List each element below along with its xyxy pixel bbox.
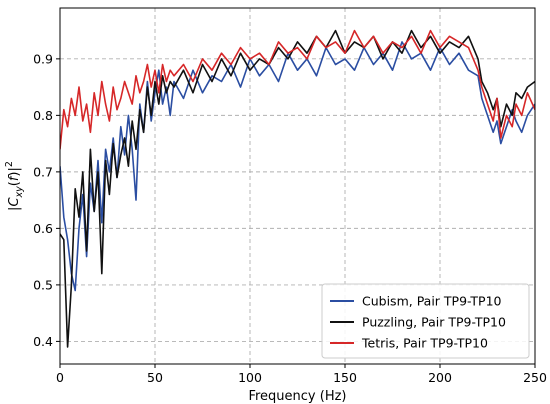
series-layer: [60, 29, 535, 348]
legend-box: [321, 283, 530, 359]
ticks: 0 50 100 150 200 250 0.4 0.5 0.6 0.7 0.8 0.9: [33, 51, 547, 385]
x-tick-label: 100: [238, 370, 262, 385]
y-tick-label: 0.8: [33, 108, 53, 123]
y-tick-label: 0.7: [33, 164, 53, 179]
series-line-2: [60, 29, 535, 348]
legend-label: Tetris, Pair TP9-TP10: [361, 336, 488, 351]
x-tick-label: 0: [56, 370, 64, 385]
plot-frame: [59, 7, 536, 365]
y-axis-label: |Cxy(f)|2: [4, 161, 25, 211]
legend-label: Puzzling, Pair TP9-TP10: [362, 315, 506, 330]
y-tick-label: 0.4: [33, 334, 53, 349]
y-tick-label: 0.6: [33, 221, 53, 236]
series-line-1: [60, 41, 535, 292]
legend-label: Cubism, Pair TP9-TP10: [362, 294, 502, 309]
x-tick-label: 250: [523, 370, 547, 385]
x-tick-label: 200: [428, 370, 452, 385]
x-axis-label: Frequency (Hz): [248, 389, 346, 404]
legend: Cubism, Pair TP9-TP10 Puzzling, Pair TP9-…: [321, 283, 530, 359]
axes: [59, 7, 536, 365]
x-tick-label: 50: [147, 370, 163, 385]
x-tick-label: 150: [333, 370, 357, 385]
series-line-3: [60, 29, 535, 150]
y-tick-label: 0.5: [33, 277, 53, 292]
y-tick-label: 0.9: [33, 51, 53, 66]
